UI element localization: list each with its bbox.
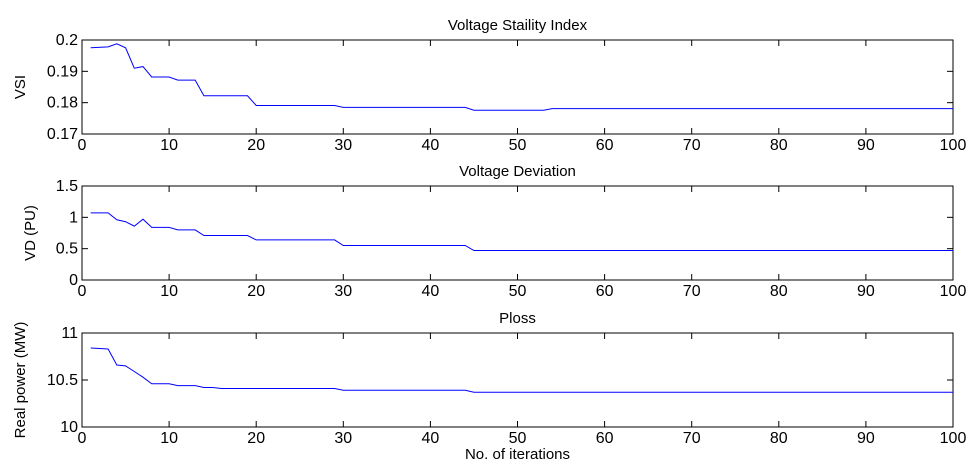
x-tick-label: 60 — [596, 137, 614, 154]
x-tick-label: 80 — [770, 430, 788, 447]
series-line — [90, 212, 953, 251]
axes-box — [81, 332, 954, 428]
x-tick-label: 30 — [334, 283, 352, 300]
x-tick-label: 10 — [160, 430, 178, 447]
x-tick-label: 100 — [940, 430, 967, 447]
x-tick-label: 100 — [940, 137, 967, 154]
axes-box — [81, 185, 954, 281]
x-tick-label: 20 — [247, 137, 265, 154]
y-axis-label: Real power (MW) — [12, 322, 29, 439]
x-tick-label: 100 — [940, 283, 967, 300]
x-tick-label: 40 — [422, 430, 440, 447]
x-tick-label: 20 — [247, 430, 265, 447]
axes-box — [81, 39, 954, 135]
series-line — [90, 347, 953, 393]
x-tick-label: 90 — [857, 430, 875, 447]
x-tick-label: 80 — [770, 283, 788, 300]
x-tick-label: 30 — [334, 430, 352, 447]
x-tick-label: 50 — [509, 283, 527, 300]
chart-title: Voltage Deviation — [459, 163, 576, 180]
x-tick-label: 40 — [422, 137, 440, 154]
y-tick-label: 0.17 — [47, 126, 78, 143]
y-tick-label: 10 — [60, 419, 78, 436]
x-tick-label: 60 — [596, 430, 614, 447]
chart-title: Ploss — [499, 310, 536, 327]
x-tick-label: 10 — [160, 137, 178, 154]
x-tick-label: 0 — [78, 430, 87, 447]
x-tick-label: 30 — [334, 137, 352, 154]
y-axis-label: VSI — [12, 75, 29, 99]
y-tick-label: 0.19 — [47, 63, 78, 80]
x-tick-label: 80 — [770, 137, 788, 154]
x-tick-label: 70 — [683, 430, 701, 447]
y-tick-label: 0.18 — [47, 95, 78, 112]
x-tick-label: 70 — [683, 137, 701, 154]
x-tick-label: 90 — [857, 283, 875, 300]
x-axis-label: No. of iterations — [465, 446, 570, 463]
y-tick-label: 0 — [69, 272, 78, 289]
x-tick-label: 50 — [509, 430, 527, 447]
x-tick-label: 50 — [509, 137, 527, 154]
subplot-1: Voltage Staility Index VSI 0 10 20 30 40 50 60 70… — [12, 17, 966, 154]
y-tick-label: 1.5 — [56, 178, 78, 195]
y-tick-label: 0.5 — [56, 241, 78, 258]
x-tick-label: 70 — [683, 283, 701, 300]
y-tick-label: 10.5 — [47, 372, 78, 389]
y-tick-label: 0.2 — [56, 32, 78, 49]
x-tick-label: 60 — [596, 283, 614, 300]
series-line — [90, 43, 953, 111]
y-tick-label: 11 — [61, 325, 78, 342]
y-axis-label: VD (PU) — [22, 205, 39, 261]
x-tick-label: 90 — [857, 137, 875, 154]
x-tick-label: 40 — [422, 283, 440, 300]
y-tick-label: 1 — [69, 209, 78, 226]
x-tick-label: 10 — [160, 283, 178, 300]
chart-title: Voltage Staility Index — [448, 17, 588, 34]
x-tick-label: 20 — [247, 283, 265, 300]
x-tick-label: 0 — [78, 283, 87, 300]
x-tick-label: 0 — [78, 137, 87, 154]
